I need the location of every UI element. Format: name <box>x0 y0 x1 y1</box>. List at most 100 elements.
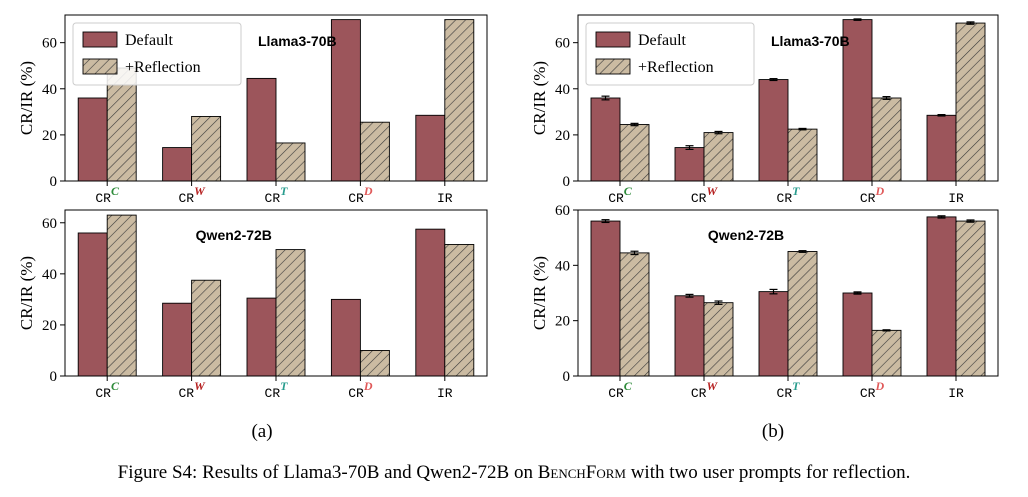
legend-label-reflection: +Reflection <box>125 59 201 76</box>
x-tick-label-4: CRD <box>348 379 373 401</box>
bar-default-5 <box>926 114 957 182</box>
legend-swatch-reflection <box>595 58 631 75</box>
caption-prefix: Figure S4: Results of Llama3-70B and Qwe… <box>117 462 538 483</box>
bar-default-1 <box>77 232 108 377</box>
legend-label-default: Default <box>125 32 174 49</box>
x-tick-label-2: CRW <box>691 379 719 401</box>
legend-swatch-default <box>595 31 631 48</box>
chart-panel-3: 0 20 40 60 CRC CRW CRT CRD IR CR/IR (%) Qwen2-72B <box>17 209 488 401</box>
bar-default-2 <box>674 295 705 377</box>
bar-reflection-1 <box>619 252 650 377</box>
bar-default-5 <box>415 114 446 182</box>
x-tick-label-5: IR <box>437 191 453 206</box>
x-tick-label-1: CRC <box>95 379 120 401</box>
bar-reflection-5 <box>955 220 986 377</box>
y-tick-label: 0 <box>563 369 571 385</box>
y-axis-label: CR/IR (%) <box>530 256 549 330</box>
legend-label-default: Default <box>638 32 687 49</box>
y-tick-label: 40 <box>555 82 570 98</box>
bar-reflection-3 <box>787 251 818 377</box>
x-tick-label-5: IR <box>948 191 964 206</box>
bar-reflection-4 <box>871 97 902 182</box>
x-tick-label-1: CRC <box>608 184 633 206</box>
y-tick-label: 40 <box>555 258 570 274</box>
bar-reflection-3 <box>787 128 818 182</box>
bar-reflection-5 <box>955 22 986 182</box>
figure-canvas: 0 20 40 60 CRC CRW CRT CRD IR CR/IR (%) Llama3-70B… <box>17 14 999 442</box>
bar-default-3 <box>246 297 277 377</box>
x-tick-label-3: CRT <box>777 184 801 206</box>
bar-default-2 <box>162 302 193 377</box>
bar-default-3 <box>758 291 789 377</box>
bar-reflection-3 <box>275 249 306 377</box>
y-tick-label: 0 <box>563 174 571 190</box>
bar-reflection-2 <box>191 115 222 182</box>
legend-swatch-reflection <box>82 58 118 75</box>
subfigure-label-a: (a) <box>251 421 272 442</box>
x-tick-label-3: CRT <box>265 379 289 401</box>
caption-suffix: with two user prompts for reflection. <box>625 462 911 483</box>
bar-default-4 <box>330 19 361 182</box>
bar-reflection-4 <box>871 329 902 377</box>
y-axis-label: CR/IR (%) <box>17 256 36 330</box>
bar-reflection-4 <box>359 121 390 182</box>
chart-panel-1: 0 20 40 60 CRC CRW CRT CRD IR CR/IR (%) Llama3-70B… <box>17 14 488 206</box>
model-label: Llama3-70B <box>258 33 337 49</box>
legend-swatch-default <box>82 31 118 48</box>
bar-default-5 <box>415 228 446 377</box>
model-label: Llama3-70B <box>771 33 850 49</box>
x-tick-label-1: CRC <box>608 379 633 401</box>
bar-reflection-2 <box>191 279 222 377</box>
y-tick-label: 0 <box>50 174 58 190</box>
caption-bench-name: BenchForm <box>537 462 626 483</box>
bar-reflection-5 <box>444 244 475 377</box>
figure-caption: Figure S4: Results of Llama3-70B and Qwe… <box>0 462 1028 484</box>
chart-panel-4: 0 20 40 60 CRC CRW CRT CRD IR CR/IR (%) Qwen2-72B <box>530 203 999 401</box>
bar-default-4 <box>330 298 361 377</box>
y-tick-label: 60 <box>555 203 570 219</box>
subfigure-label-b: (b) <box>762 421 784 442</box>
bar-reflection-1 <box>106 67 137 182</box>
bar-reflection-4 <box>359 350 390 377</box>
x-tick-label-2: CRW <box>691 184 719 206</box>
bar-reflection-2 <box>703 132 734 182</box>
x-tick-label-4: CRD <box>348 184 373 206</box>
chart-panel-2: 0 20 40 60 CRC CRW CRT CRD IR CR/IR (%) Llama3-70B… <box>530 14 999 206</box>
bar-default-3 <box>246 77 277 182</box>
x-tick-label-3: CRT <box>265 184 289 206</box>
y-tick-label: 20 <box>42 318 57 334</box>
bar-reflection-2 <box>703 302 734 377</box>
x-tick-label-1: CRC <box>95 184 120 206</box>
bar-default-1 <box>590 220 621 377</box>
bar-default-4 <box>842 292 873 377</box>
bar-default-1 <box>77 97 108 182</box>
model-label: Qwen2-72B <box>196 227 272 243</box>
y-tick-label: 40 <box>42 82 57 98</box>
bar-default-4 <box>842 19 873 182</box>
bar-reflection-1 <box>619 124 650 182</box>
y-axis-label: CR/IR (%) <box>17 61 36 135</box>
bar-default-2 <box>162 147 193 182</box>
x-tick-label-3: CRT <box>777 379 801 401</box>
model-label: Qwen2-72B <box>708 227 784 243</box>
bar-default-2 <box>674 147 705 182</box>
bar-reflection-1 <box>106 214 137 377</box>
y-tick-label: 40 <box>42 267 57 283</box>
bar-default-3 <box>758 79 789 182</box>
y-axis-label: CR/IR (%) <box>530 61 549 135</box>
bar-default-1 <box>590 97 621 182</box>
y-tick-label: 20 <box>555 314 570 330</box>
x-tick-label-2: CRW <box>178 379 206 401</box>
x-tick-label-2: CRW <box>178 184 206 206</box>
bar-default-5 <box>926 216 957 377</box>
legend-label-reflection: +Reflection <box>638 59 714 76</box>
y-tick-label: 20 <box>42 128 57 144</box>
x-tick-label-5: IR <box>437 386 453 401</box>
x-tick-label-5: IR <box>948 386 964 401</box>
y-tick-label: 60 <box>42 36 57 52</box>
bar-reflection-3 <box>275 142 306 182</box>
y-tick-label: 60 <box>555 36 570 52</box>
y-tick-label: 20 <box>555 128 570 144</box>
bar-reflection-5 <box>444 19 475 182</box>
y-tick-label: 60 <box>42 216 57 232</box>
